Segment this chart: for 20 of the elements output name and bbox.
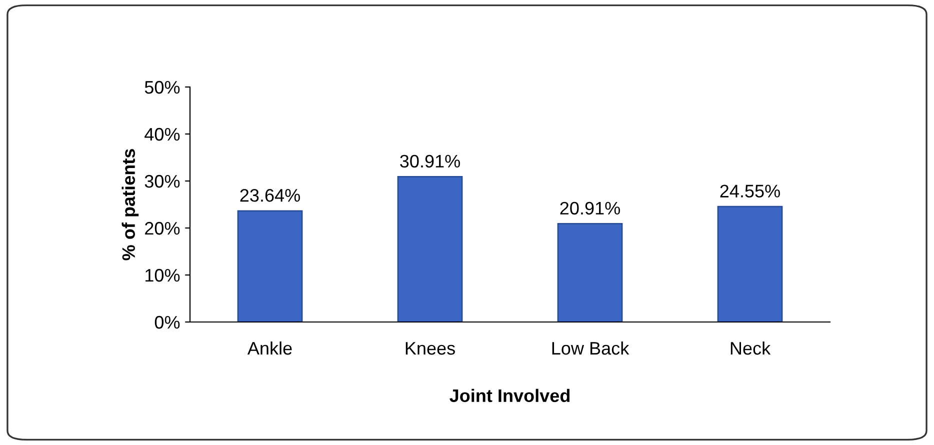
data-label: 30.91% [400,154,460,168]
y-tick-label: 0% [154,316,180,329]
data-label: 24.55% [720,184,780,198]
data-label: 20.91% [560,202,620,215]
x-tick-label: Knees [406,342,455,355]
y-axis-title: % of patients [122,149,139,260]
y-tick-label: 10% [146,268,180,282]
x-tick-label: Ankle [247,341,292,355]
x-axis-title: Joint Involved [450,388,570,402]
x-tick-label: Low Back [552,341,630,355]
y-tick-label: 50% [144,80,180,94]
y-tick-label: 40% [144,128,180,141]
y-tick-label: 20% [145,222,180,235]
x-tick-label: Neck [730,341,771,355]
bar [237,210,303,322]
bar [557,223,623,322]
data-label: 23.64% [240,188,300,202]
bar [397,176,463,322]
y-tick-label: 30% [144,174,180,188]
bar [717,206,783,322]
